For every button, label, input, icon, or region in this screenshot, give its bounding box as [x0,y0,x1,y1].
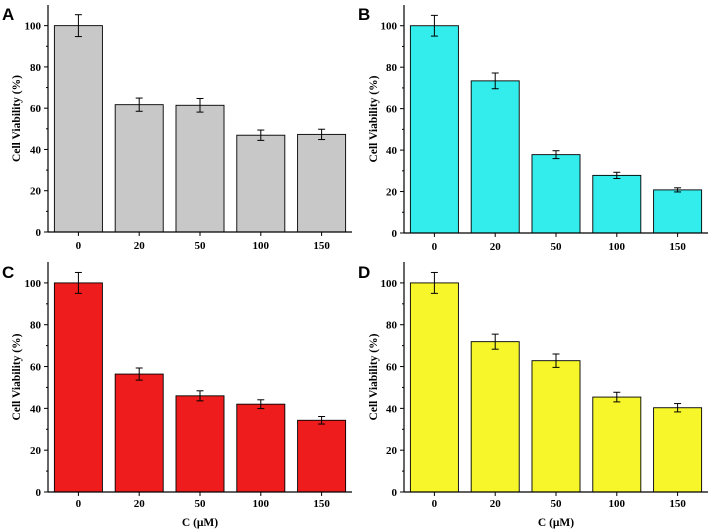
x-axis-title: C (μM) [182,517,218,529]
bar [114,373,164,493]
bar [653,189,703,234]
y-axis-title: Cell Viability (%) [368,75,380,162]
x-tick-label: 150 [313,240,330,252]
y-tick-label: 60 [386,104,398,116]
x-tick-label: 150 [669,498,686,510]
y-tick-label: 100 [381,278,398,290]
bar [653,407,703,493]
x-tick-label: 150 [669,241,686,253]
bar [470,80,520,234]
x-tick-label: 50 [551,241,563,253]
y-tick-label: 20 [386,445,398,457]
bar [592,396,642,493]
panel-d: D 0 20 50 100 150 0 20 40 60 80 100 Cell Viability (… [358,262,708,529]
y-axis-title: Cell Viability (%) [368,333,380,420]
y-tick-label: 20 [30,445,42,457]
x-tick-label: 0 [432,498,438,510]
x-tick-label: 20 [490,241,502,253]
bar [53,282,103,493]
x-tick-label: 100 [253,240,270,252]
x-tick-label: 50 [551,498,563,510]
panel-letter: D [358,263,370,282]
bar [236,134,286,233]
bar [297,133,347,233]
x-tick-label: 0 [432,241,438,253]
y-tick-label: 40 [30,144,42,156]
y-tick-label: 100 [381,21,398,33]
y-tick-label: 80 [30,320,42,332]
y-tick-label: 100 [25,21,42,33]
x-tick-label: 20 [134,498,146,510]
y-tick-label: 80 [386,320,398,332]
y-tick-label: 60 [30,362,42,374]
y-tick-label: 0 [36,227,42,239]
y-tick-label: 40 [386,145,398,157]
bar [592,174,642,234]
panel-c: C 0 20 50 100 150 0 20 40 60 80 100 Cell Viability (… [2,262,352,529]
bar [409,25,459,234]
y-tick-label: 40 [386,403,398,415]
y-tick-label: 20 [30,186,42,198]
bar [531,154,581,234]
y-tick-label: 60 [386,362,398,374]
x-tick-label: 50 [195,240,207,252]
panel-a: A 0 20 50 100 150 0 20 40 60 80 100 Cell Viability (… [2,5,352,252]
bar [531,360,581,493]
x-tick-label: 100 [609,241,626,253]
y-axis-title: Cell Viability (%) [11,75,23,162]
bar [297,419,347,493]
bar [114,104,164,233]
x-tick-label: 50 [195,498,207,510]
panel-letter: C [2,263,14,282]
y-tick-label: 40 [30,403,42,415]
y-tick-label: 80 [386,62,398,74]
y-tick-label: 60 [30,103,42,115]
panel-letter: A [2,5,14,24]
x-tick-label: 20 [134,240,146,252]
bar [53,25,103,233]
y-tick-label: 80 [30,62,42,74]
y-tick-label: 0 [392,487,398,499]
x-axis-title: C (μM) [538,517,574,529]
x-tick-label: 0 [76,498,82,510]
panel-b: B 0 20 50 100 150 0 20 40 60 80 100 Cell Viability (… [358,5,708,253]
x-tick-label: 100 [253,498,270,510]
y-tick-label: 100 [25,278,42,290]
bar [175,104,225,233]
bar [470,341,520,493]
bar [175,395,225,493]
x-tick-label: 100 [609,498,626,510]
x-tick-label: 0 [76,240,82,252]
bar [236,403,286,493]
bar [409,282,459,493]
y-tick-label: 0 [36,487,42,499]
x-tick-label: 20 [490,498,502,510]
panel-letter: B [358,5,370,24]
y-tick-label: 20 [386,187,398,199]
y-tick-label: 0 [392,228,398,240]
y-axis-title: Cell Viability (%) [11,333,23,420]
x-tick-label: 150 [313,498,330,510]
